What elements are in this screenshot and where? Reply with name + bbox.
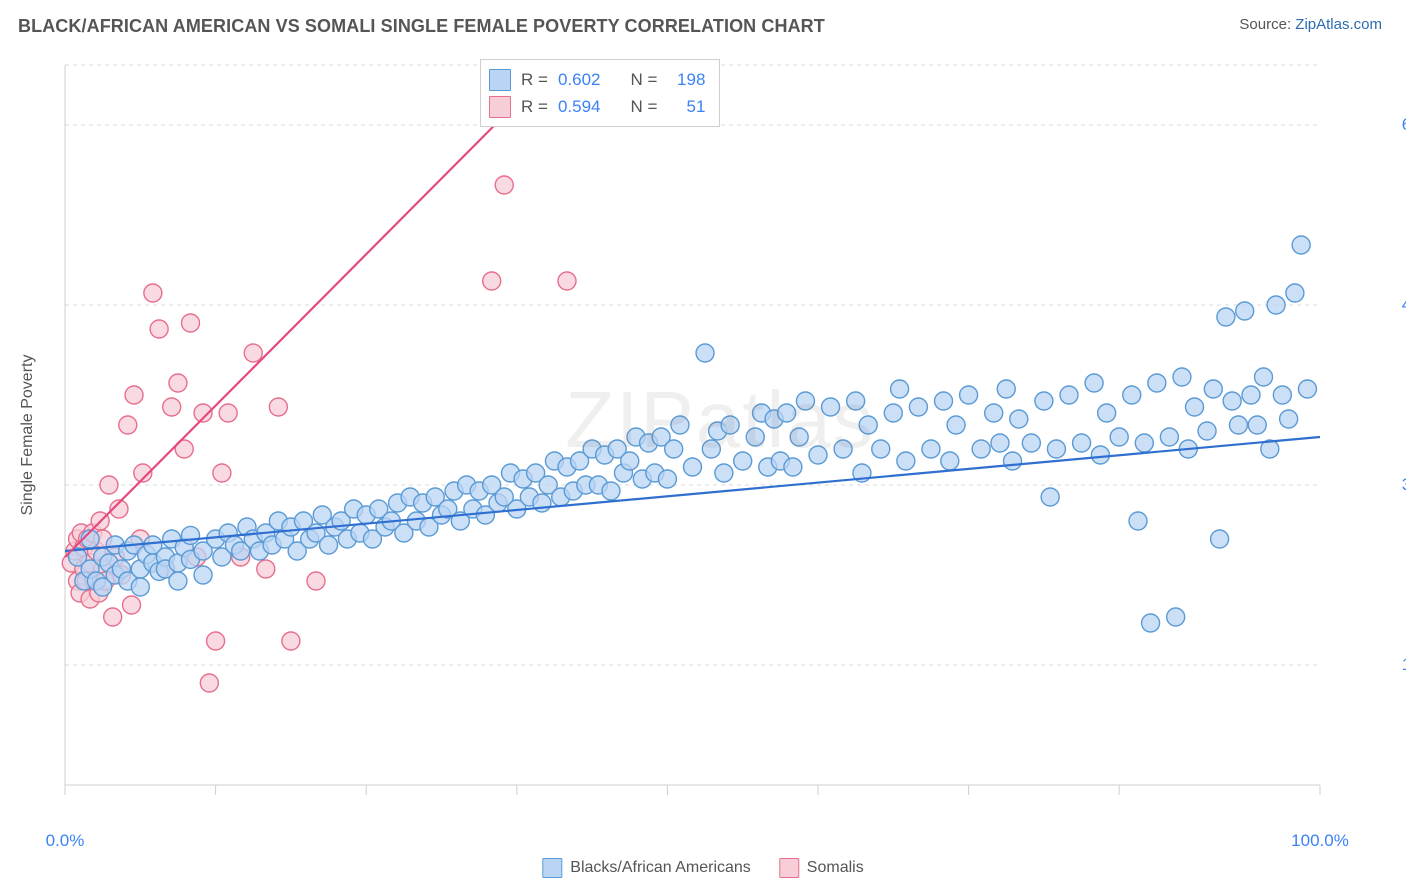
stat-n-label: N = [630,93,657,120]
x-tick-label: 100.0% [1291,831,1349,851]
stat-r-value: 0.594 [558,93,601,120]
x-tick-label: 0.0% [46,831,85,851]
y-tick-label: 60.0% [1402,115,1406,135]
source-link[interactable]: ZipAtlas.com [1295,16,1382,33]
scatter-plot [50,55,1390,815]
stat-n-label: N = [630,66,657,93]
chart-area: Single Female Poverty ZIPatlas R =0.602N… [50,55,1390,815]
source-label: Source: [1239,16,1295,33]
stat-r-label: R = [521,66,548,93]
stat-n-value: 51 [667,93,705,120]
y-axis-label: Single Female Poverty [19,355,37,516]
stats-swatch [489,96,511,118]
legend-label: Blacks/African Americans [570,859,751,877]
stats-legend-box: R = 0.602 N = 198 R = 0.594 N = 51 [480,59,720,127]
y-tick-label: 30.0% [1402,475,1406,495]
legend-item: Somalis [779,858,864,878]
stat-r-label: R = [521,93,548,120]
legend-swatch [542,858,562,878]
chart-header: BLACK/AFRICAN AMERICAN VS SOMALI SINGLE … [0,0,1406,45]
legend-label: Somalis [807,859,864,877]
stats-row: R = 0.602 N = 198 [489,66,705,93]
y-tick-label: 45.0% [1402,295,1406,315]
stats-row: R = 0.594 N = 51 [489,93,705,120]
chart-source: Source: ZipAtlas.com [1239,16,1382,33]
stat-n-value: 198 [667,66,705,93]
legend-swatch [779,858,799,878]
legend-item: Blacks/African Americans [542,858,751,878]
chart-title: BLACK/AFRICAN AMERICAN VS SOMALI SINGLE … [18,16,825,37]
stats-swatch [489,69,511,91]
stat-r-value: 0.602 [558,66,601,93]
series-legend: Blacks/African Americans Somalis [542,858,863,878]
y-tick-label: 15.0% [1402,655,1406,675]
